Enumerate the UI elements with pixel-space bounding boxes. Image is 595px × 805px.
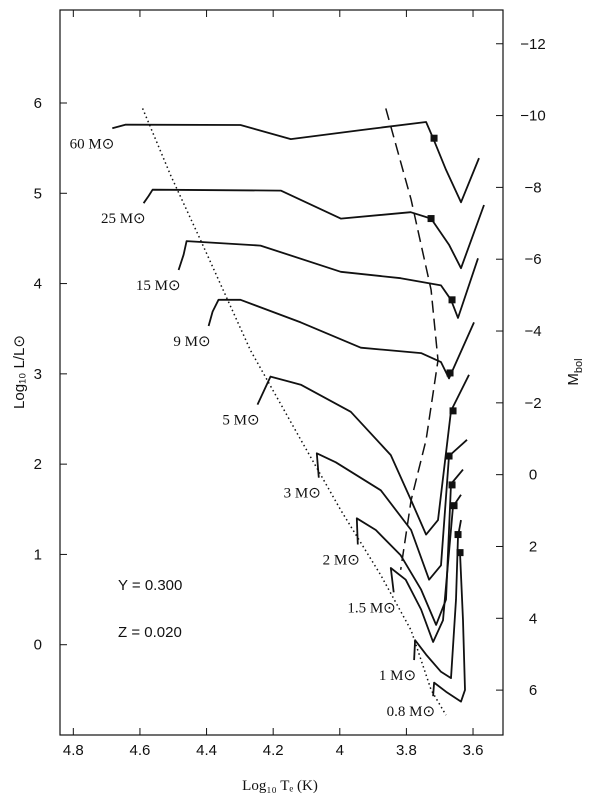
x-tick-label: 4.8 xyxy=(63,742,84,759)
x-tick-label: 4 xyxy=(336,742,344,759)
track-line xyxy=(207,298,475,380)
dashed-line xyxy=(385,108,439,570)
track-label: 5 M⊙ xyxy=(222,413,259,429)
y2-tick-label: 2 xyxy=(529,538,537,555)
marker xyxy=(449,407,457,415)
marker xyxy=(456,549,464,557)
y-tick-label: 4 xyxy=(34,276,42,293)
y-axis-label: Log₁₀ L/L⊙ xyxy=(11,335,28,409)
y2-label-main: M xyxy=(565,373,582,386)
track-label: 25 M⊙ xyxy=(101,211,146,227)
y2-tick-label: −12 xyxy=(520,36,545,53)
y2-axis-label: Mbol xyxy=(565,358,585,385)
y2-tick-label: 6 xyxy=(529,682,537,699)
track-line xyxy=(432,552,466,703)
marker xyxy=(448,481,456,489)
marker xyxy=(454,531,462,539)
track-label: 1 M⊙ xyxy=(379,668,416,684)
marker xyxy=(446,369,454,377)
x-tick-label: 4.4 xyxy=(196,742,217,759)
marker xyxy=(450,502,458,510)
track-line xyxy=(177,240,479,319)
y-tick-label: 1 xyxy=(34,546,42,563)
marker xyxy=(427,215,435,223)
track-label: 0.8 M⊙ xyxy=(387,704,435,720)
track-line xyxy=(355,469,464,626)
y2-tick-label: −4 xyxy=(524,323,541,340)
plot-frame xyxy=(59,9,504,736)
track-line xyxy=(142,188,485,270)
x-tick-label: 4.6 xyxy=(130,742,151,759)
y2-tick-label: −8 xyxy=(524,179,541,196)
track-label: 1.5 M⊙ xyxy=(347,600,395,616)
y2-tick-label: 4 xyxy=(529,610,537,627)
track-line xyxy=(413,519,462,679)
track-label: 60 M⊙ xyxy=(70,136,115,152)
track-label: 9 M⊙ xyxy=(173,334,210,350)
y2-tick-label: −6 xyxy=(524,251,541,268)
marker xyxy=(430,134,438,142)
marker xyxy=(448,296,456,304)
track-label: 15 M⊙ xyxy=(136,278,181,294)
track-line xyxy=(389,494,462,643)
annotation: Y = 0.300 xyxy=(118,577,182,594)
x-tick-label: 3.8 xyxy=(396,742,417,759)
y-tick-label: 0 xyxy=(34,637,42,654)
x-tick-label: 3.6 xyxy=(463,742,484,759)
y-tick-label: 6 xyxy=(34,95,42,112)
track-line xyxy=(256,374,470,536)
marker xyxy=(445,452,453,460)
track-label: 3 M⊙ xyxy=(284,486,321,502)
y2-tick-label: −2 xyxy=(524,395,541,412)
track-line xyxy=(315,439,468,581)
y-tick-label: 5 xyxy=(34,185,42,202)
track-label: 2 M⊙ xyxy=(323,552,360,568)
track-line xyxy=(112,121,480,204)
y2-label-sub: bol xyxy=(573,358,585,373)
x-axis-label: Log₁₀ Tₑ (K) xyxy=(242,778,318,794)
y-tick-label: 2 xyxy=(34,456,42,473)
y2-tick-label: 0 xyxy=(529,467,537,484)
x-tick-label: 4.2 xyxy=(263,742,284,759)
zams-line xyxy=(141,108,447,716)
annotation: Z = 0.020 xyxy=(118,624,182,641)
y-tick-label: 3 xyxy=(34,366,42,383)
y2-tick-label: −10 xyxy=(520,108,545,125)
